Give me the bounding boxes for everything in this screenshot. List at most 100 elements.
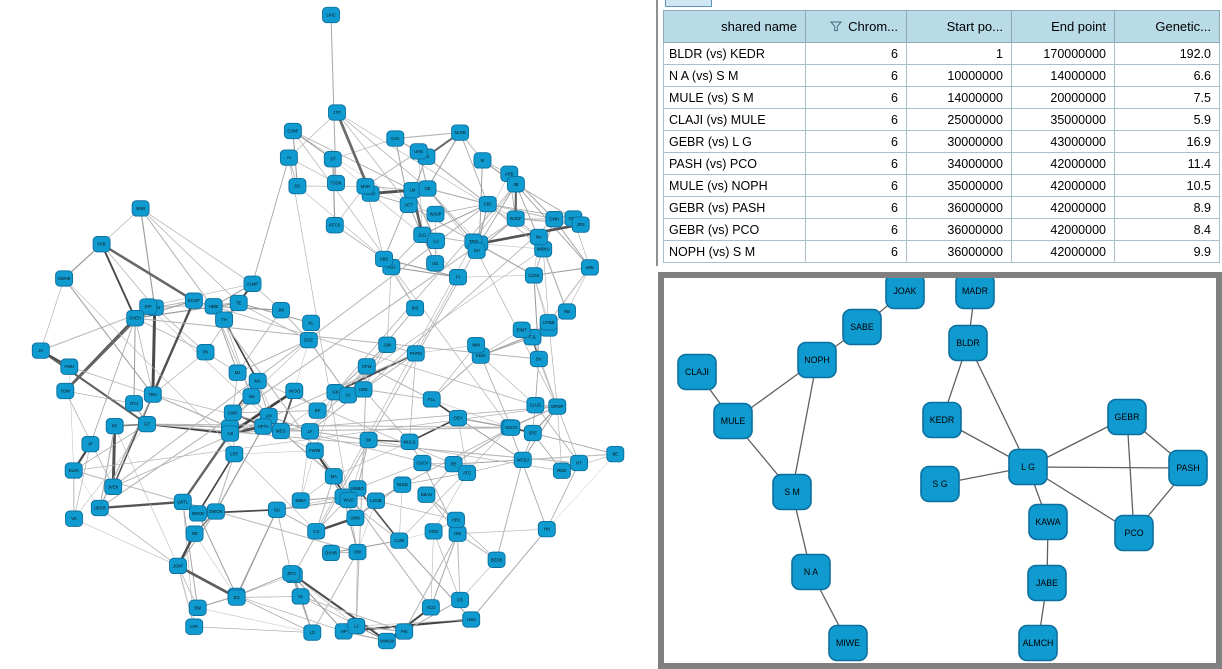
network-node[interactable]: CUM bbox=[390, 532, 409, 549]
network-node[interactable]: WBNU bbox=[534, 241, 553, 258]
network-node[interactable]: BV bbox=[529, 350, 548, 368]
network-node[interactable]: OE bbox=[418, 180, 437, 197]
network-node[interactable]: WUO bbox=[339, 491, 358, 509]
network-node[interactable]: HRJ bbox=[447, 511, 465, 529]
table-row[interactable]: NOPH (vs) S M 6 36000000 42000000 9.9 bbox=[663, 240, 1220, 263]
network-node[interactable]: WJUP bbox=[426, 205, 445, 223]
cell-end-point[interactable]: 43000000 bbox=[1011, 130, 1115, 153]
table-tab-stub[interactable] bbox=[665, 0, 712, 7]
network-node[interactable]: BF bbox=[308, 402, 327, 419]
cell-start-position[interactable]: 14000000 bbox=[906, 86, 1012, 109]
cell-shared-name[interactable]: PASH (vs) PCO bbox=[663, 152, 806, 175]
network-node[interactable]: KFCS bbox=[325, 217, 344, 234]
subnetwork-node-SM[interactable]: S M bbox=[772, 473, 812, 511]
network-node[interactable]: CFW bbox=[357, 358, 376, 375]
network-node[interactable]: FWIM bbox=[305, 442, 324, 459]
cell-end-point[interactable]: 35000000 bbox=[1011, 108, 1115, 131]
network-node[interactable]: KBAU bbox=[417, 486, 436, 503]
cell-shared-name[interactable]: MULE (vs) NOPH bbox=[663, 174, 806, 197]
table-row[interactable]: GEBR (vs) PCO 6 36000000 42000000 8.4 bbox=[663, 218, 1220, 241]
network-node[interactable]: LV bbox=[339, 387, 357, 404]
network-node[interactable]: HH bbox=[537, 520, 556, 538]
network-node[interactable]: GKCO bbox=[502, 419, 521, 436]
cell-genetic[interactable]: 10.5 bbox=[1114, 174, 1220, 197]
subnetwork-node-ALMCH[interactable]: ALMCH bbox=[1018, 624, 1058, 662]
network-node[interactable]: JNI bbox=[272, 302, 290, 319]
cell-start-position[interactable]: 25000000 bbox=[906, 108, 1012, 131]
network-node[interactable]: OJNF bbox=[283, 122, 302, 140]
network-node[interactable]: SH bbox=[467, 242, 486, 259]
network-node[interactable]: ACT bbox=[399, 196, 418, 213]
table-row[interactable]: GEBR (vs) PASH 6 36000000 42000000 8.9 bbox=[663, 196, 1220, 219]
table-row[interactable]: MULE (vs) NOPH 6 35000000 42000000 10.5 bbox=[663, 174, 1220, 197]
cell-end-point[interactable]: 42000000 bbox=[1011, 240, 1115, 263]
network-node[interactable]: BE bbox=[606, 445, 625, 463]
subnetwork-node-KAWA[interactable]: KAWA bbox=[1028, 503, 1068, 541]
cell-genetic[interactable]: 192.0 bbox=[1114, 42, 1220, 65]
cell-genetic[interactable]: 8.9 bbox=[1114, 196, 1220, 219]
cell-start-position[interactable]: 30000000 bbox=[906, 130, 1012, 153]
network-node[interactable]: ATC bbox=[458, 464, 477, 482]
cell-genetic[interactable]: 8.4 bbox=[1114, 218, 1220, 241]
cell-end-point[interactable]: 42000000 bbox=[1011, 196, 1115, 219]
network-node[interactable]: FKB bbox=[92, 236, 111, 253]
network-node[interactable]: ND bbox=[185, 525, 204, 542]
network-node[interactable]: LJ bbox=[347, 617, 366, 635]
subnetwork-node-NOPH[interactable]: NOPH bbox=[797, 341, 837, 379]
subnetwork-node-SG[interactable]: S G bbox=[920, 465, 960, 503]
network-node[interactable]: RDD bbox=[552, 462, 571, 479]
network-node[interactable]: HJW bbox=[56, 382, 75, 400]
network-node[interactable]: MJ bbox=[228, 364, 247, 381]
network-node[interactable]: SO bbox=[288, 177, 307, 195]
table-row[interactable]: BLDR (vs) KEDR 6 1 170000000 192.0 bbox=[663, 42, 1220, 65]
network-node[interactable]: FLL bbox=[422, 391, 441, 408]
network-node[interactable]: LFK bbox=[185, 618, 204, 635]
cell-start-position[interactable]: 36000000 bbox=[906, 196, 1012, 219]
network-node[interactable]: LKIC bbox=[322, 6, 340, 24]
cell-genetic[interactable]: 7.5 bbox=[1114, 86, 1220, 109]
cell-genetic[interactable]: 9.9 bbox=[1114, 240, 1220, 263]
cell-start-position[interactable]: 35000000 bbox=[906, 174, 1012, 197]
network-node[interactable]: JVEK bbox=[104, 478, 123, 495]
subnetwork-edge-BLDR-LG[interactable] bbox=[967, 342, 1029, 468]
network-node[interactable]: AI bbox=[279, 149, 298, 166]
cell-start-position[interactable]: 36000000 bbox=[906, 240, 1012, 263]
cell-start-position[interactable]: 1 bbox=[906, 42, 1012, 65]
cell-shared-name[interactable]: CLAJI (vs) MULE bbox=[663, 108, 806, 131]
subnetwork-node-SABE[interactable]: SABE bbox=[842, 308, 882, 346]
network-node[interactable]: UHE bbox=[409, 143, 428, 160]
network-node[interactable]: WJGF bbox=[506, 210, 525, 227]
cell-chromosome[interactable]: 6 bbox=[805, 240, 907, 263]
cell-shared-name[interactable]: GEBR (vs) PCO bbox=[663, 218, 806, 241]
network-node[interactable]: LMU bbox=[462, 611, 481, 628]
network-node[interactable]: CPBB bbox=[539, 314, 558, 331]
cell-chromosome[interactable]: 6 bbox=[805, 42, 907, 65]
network-node[interactable]: JFCI bbox=[282, 565, 301, 582]
network-node[interactable]: CVA bbox=[386, 130, 405, 147]
subnetwork-node-PCO[interactable]: PCO bbox=[1114, 514, 1154, 552]
network-node[interactable]: JJM bbox=[378, 336, 397, 353]
network-node[interactable]: WM bbox=[467, 336, 486, 354]
subnetwork-node-LG[interactable]: L G bbox=[1008, 448, 1048, 486]
network-node[interactable]: TH bbox=[215, 311, 234, 328]
cell-chromosome[interactable]: 6 bbox=[805, 196, 907, 219]
network-node[interactable]: WULG bbox=[400, 433, 419, 450]
cell-end-point[interactable]: 14000000 bbox=[1011, 64, 1115, 87]
network-node[interactable]: VL bbox=[291, 588, 310, 605]
column-header-start-position[interactable]: Start po... bbox=[906, 10, 1012, 43]
subnetwork-node-JOAK[interactable]: JOAK bbox=[885, 278, 925, 310]
network-node[interactable]: LM bbox=[403, 181, 422, 199]
table-row[interactable]: GEBR (vs) L G 6 30000000 43000000 16.9 bbox=[663, 130, 1220, 153]
network-node[interactable]: IP bbox=[81, 435, 100, 453]
column-header-chromosome[interactable]: Chrom... bbox=[805, 10, 907, 43]
network-node[interactable]: PHTM bbox=[406, 345, 425, 362]
network-node[interactable]: NNB bbox=[131, 200, 150, 217]
network-node[interactable]: MA bbox=[324, 468, 343, 485]
cell-shared-name[interactable]: BLDR (vs) KEDR bbox=[663, 42, 806, 65]
network-node[interactable]: LU bbox=[427, 232, 445, 250]
subnetwork-edge-GEBR-PCO[interactable] bbox=[1126, 416, 1135, 534]
network-node[interactable]: UBSR bbox=[90, 499, 109, 517]
network-node[interactable]: LF bbox=[301, 423, 319, 440]
column-header-genetic[interactable]: Genetic... bbox=[1114, 10, 1220, 43]
table-row[interactable]: CLAJI (vs) MULE 6 25000000 35000000 5.9 bbox=[663, 108, 1220, 131]
